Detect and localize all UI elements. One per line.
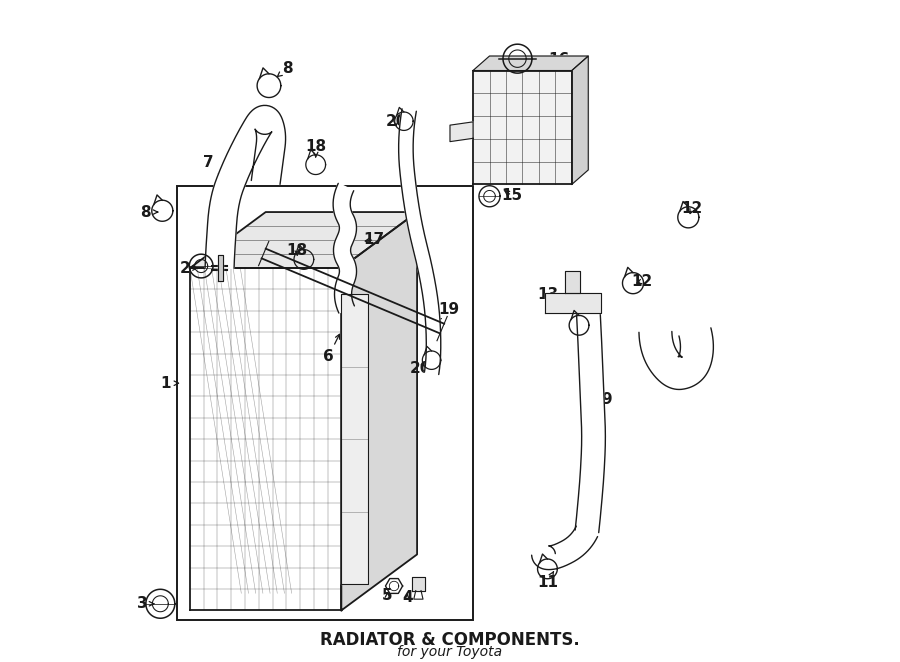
Polygon shape <box>412 577 425 591</box>
Text: for your Toyota: for your Toyota <box>398 645 502 659</box>
Text: 17: 17 <box>364 232 385 247</box>
Text: 3: 3 <box>137 596 154 611</box>
Text: RADIATOR & COMPONENTS.: RADIATOR & COMPONENTS. <box>320 631 580 649</box>
Polygon shape <box>473 71 572 185</box>
Polygon shape <box>572 56 589 185</box>
Text: 13: 13 <box>537 287 558 302</box>
Polygon shape <box>333 183 356 313</box>
Text: 12: 12 <box>681 201 703 216</box>
Polygon shape <box>341 212 417 610</box>
Polygon shape <box>565 271 580 293</box>
Text: 10: 10 <box>687 357 707 377</box>
Text: 9: 9 <box>596 387 612 407</box>
Polygon shape <box>190 212 417 268</box>
Polygon shape <box>639 328 714 389</box>
Text: 8: 8 <box>277 61 292 77</box>
Text: 12: 12 <box>632 273 652 289</box>
Text: 5: 5 <box>382 589 392 603</box>
Polygon shape <box>490 56 589 170</box>
Polygon shape <box>341 295 368 584</box>
Polygon shape <box>532 526 598 569</box>
Text: 18: 18 <box>305 139 327 157</box>
Text: 20: 20 <box>385 114 407 128</box>
Text: 4: 4 <box>402 590 412 604</box>
Text: 2: 2 <box>180 261 197 275</box>
Text: 18: 18 <box>287 243 308 258</box>
Polygon shape <box>399 109 441 375</box>
Text: 11: 11 <box>576 328 598 346</box>
Text: 20: 20 <box>410 361 431 376</box>
Text: 8: 8 <box>140 205 158 220</box>
Polygon shape <box>473 56 589 71</box>
Polygon shape <box>450 122 473 142</box>
Text: 16: 16 <box>542 52 570 67</box>
Text: 6: 6 <box>323 334 339 364</box>
Polygon shape <box>219 255 223 281</box>
Polygon shape <box>575 310 606 533</box>
Polygon shape <box>545 293 601 312</box>
Text: 11: 11 <box>537 571 558 590</box>
Text: 1: 1 <box>160 376 178 391</box>
Text: 7: 7 <box>203 155 227 183</box>
Polygon shape <box>190 268 341 610</box>
Text: 14: 14 <box>537 122 558 137</box>
Text: 15: 15 <box>501 188 522 203</box>
Text: 19: 19 <box>436 302 459 320</box>
Polygon shape <box>205 105 285 268</box>
